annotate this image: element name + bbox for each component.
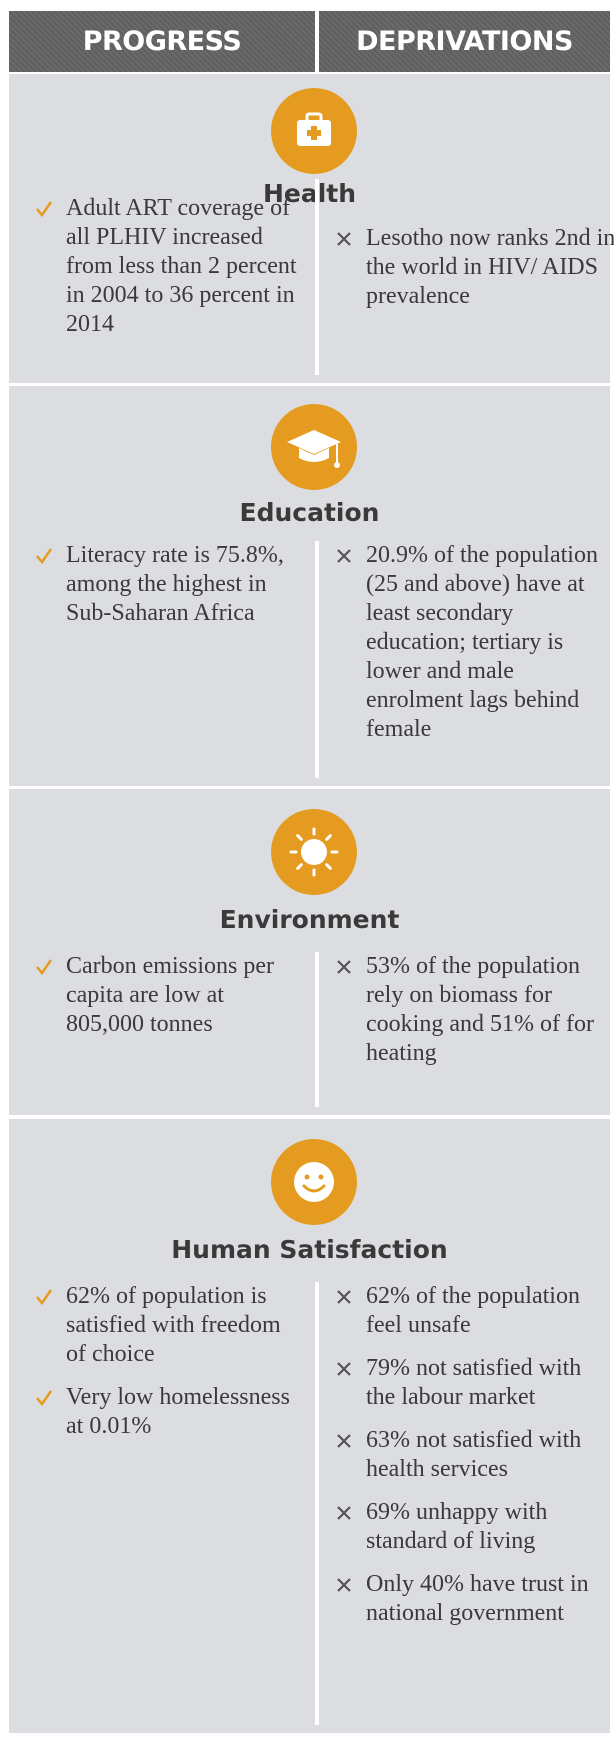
column-divider bbox=[315, 179, 319, 375]
progress-item: Carbon emissions per capita are low at 8… bbox=[36, 952, 301, 1039]
section: Education Literacy rate is 75.8%, among t… bbox=[9, 386, 610, 786]
section-title: Human Satisfaction bbox=[171, 1235, 448, 1264]
section: Health Adult ART coverage of all PLHIV in… bbox=[9, 74, 614, 383]
deprivation-item: 53% of the population rely on biomass fo… bbox=[337, 952, 614, 1068]
progress-item: Adult ART coverage of all PLHIV increase… bbox=[36, 194, 301, 339]
deprivations-column: Lesotho now ranks 2nd in the world in HI… bbox=[337, 224, 614, 325]
deprivation-item: Only 40% have trust in national governme… bbox=[337, 1570, 614, 1628]
deprivation-item: 20.9% of the population (25 and above) h… bbox=[337, 541, 614, 744]
column-divider bbox=[315, 541, 319, 778]
section-title: Education bbox=[239, 498, 380, 527]
progress-column: Adult ART coverage of all PLHIV increase… bbox=[36, 194, 301, 353]
header-tab: PROGRESS bbox=[9, 11, 315, 72]
deprivation-item: 63% not satisfied with health services bbox=[337, 1426, 614, 1484]
progress-item: Very low homelessness at 0.01% bbox=[36, 1383, 301, 1441]
deprivations-column: 62% of the population feel unsafe 79% not… bbox=[337, 1282, 614, 1642]
progress-item: 62% of population is satisfied with free… bbox=[36, 1282, 301, 1369]
section-icon bbox=[271, 88, 357, 174]
deprivations-column: 20.9% of the population (25 and above) h… bbox=[337, 541, 614, 758]
section-icon bbox=[271, 809, 357, 895]
section: Human Satisfaction 62% of population is s… bbox=[9, 1119, 610, 1733]
section-icon bbox=[271, 1139, 357, 1225]
deprivation-item: 69% unhappy with standard of living bbox=[337, 1498, 614, 1556]
section-icon bbox=[271, 404, 357, 490]
column-divider bbox=[315, 1282, 319, 1725]
section: Environment Carbon emissions per capita a… bbox=[9, 789, 610, 1115]
column-divider bbox=[315, 952, 319, 1107]
progress-column: Literacy rate is 75.8%, among the highes… bbox=[36, 541, 301, 642]
progress-column: 62% of population is satisfied with free… bbox=[36, 1282, 301, 1455]
progress-item: Literacy rate is 75.8%, among the highes… bbox=[36, 541, 301, 628]
progress-column: Carbon emissions per capita are low at 8… bbox=[36, 952, 301, 1053]
section-title: Environment bbox=[219, 905, 400, 934]
deprivation-item: Lesotho now ranks 2nd in the world in HI… bbox=[337, 224, 614, 311]
section-title: Health bbox=[262, 179, 357, 208]
header-tab: DEPRIVATIONS bbox=[319, 11, 610, 72]
deprivation-item: 79% not satisfied with the labour market bbox=[337, 1354, 614, 1412]
deprivation-item: 62% of the population feel unsafe bbox=[337, 1282, 614, 1340]
deprivations-column: 53% of the population rely on biomass fo… bbox=[337, 952, 614, 1082]
